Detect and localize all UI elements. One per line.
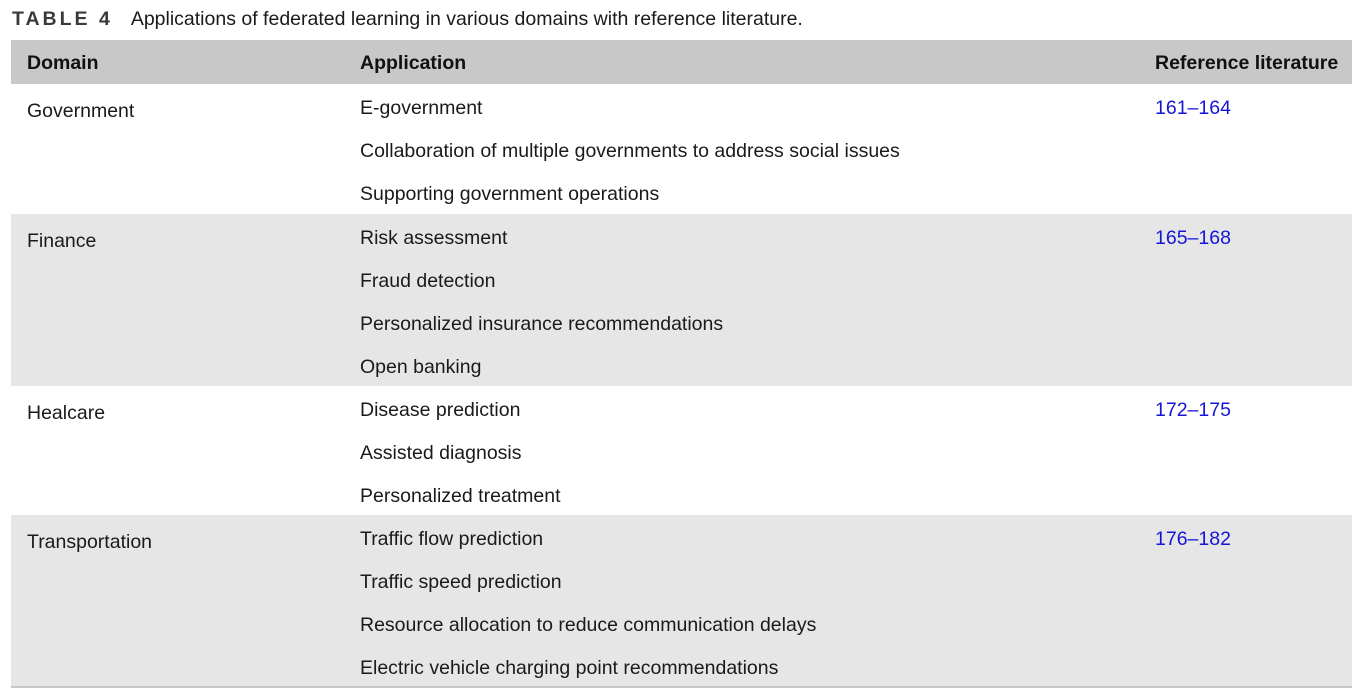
applications-table: Domain Application Reference literature … bbox=[11, 40, 1352, 686]
row-group-government: Government E-government Collaboration of… bbox=[11, 84, 1352, 214]
application-item: Resource allocation to reduce communicat… bbox=[360, 614, 817, 636]
row-group-finance: Finance Risk assessment Fraud detection … bbox=[11, 214, 1352, 386]
row-group-healthcare: Healcare Disease prediction Assisted dia… bbox=[11, 386, 1352, 515]
header-domain: Domain bbox=[27, 52, 99, 74]
header-reference: Reference literature bbox=[1155, 52, 1339, 74]
row-group-transportation: Transportation Traffic flow prediction T… bbox=[11, 515, 1352, 686]
domain-cell: Healcare bbox=[27, 402, 106, 424]
application-item: Traffic speed prediction bbox=[360, 571, 562, 593]
table-bottom-rule bbox=[11, 686, 1352, 688]
header-application: Application bbox=[360, 52, 467, 74]
application-item: Open banking bbox=[360, 356, 482, 378]
domain-cell: Government bbox=[27, 100, 135, 122]
domain-cell: Transportation bbox=[27, 531, 153, 553]
application-list: Disease prediction Assisted diagnosis Pe… bbox=[360, 386, 561, 515]
application-list: Risk assessment Fraud detection Personal… bbox=[360, 214, 723, 386]
domain-cell: Finance bbox=[27, 230, 97, 252]
application-item: Assisted diagnosis bbox=[360, 442, 522, 464]
reference-link[interactable]: 165–168 bbox=[1155, 227, 1231, 249]
application-item: Fraud detection bbox=[360, 270, 496, 292]
application-list: E-government Collaboration of multiple g… bbox=[360, 84, 900, 213]
table-label: TABLE 4 bbox=[12, 8, 113, 30]
application-item: Supporting government operations bbox=[360, 183, 660, 205]
reference-link[interactable]: 176–182 bbox=[1155, 528, 1231, 550]
table-header-row: Domain Application Reference literature bbox=[11, 40, 1352, 84]
application-item: Collaboration of multiple governments to… bbox=[360, 140, 900, 162]
application-item: Traffic flow prediction bbox=[360, 528, 544, 550]
application-item: Personalized insurance recommendations bbox=[360, 313, 724, 335]
application-item: Personalized treatment bbox=[360, 485, 561, 507]
application-item: E-government bbox=[360, 97, 483, 119]
application-item: Electric vehicle charging point recommen… bbox=[360, 657, 779, 679]
reference-link[interactable]: 172–175 bbox=[1155, 399, 1231, 421]
table-caption: TABLE 4 Applications of federated learnin… bbox=[12, 5, 803, 33]
application-item: Risk assessment bbox=[360, 227, 508, 249]
application-item: Disease prediction bbox=[360, 399, 521, 421]
application-list: Traffic flow prediction Traffic speed pr… bbox=[360, 515, 816, 687]
table-title: Applications of federated learning in va… bbox=[130, 8, 803, 30]
reference-link[interactable]: 161–164 bbox=[1155, 97, 1231, 119]
